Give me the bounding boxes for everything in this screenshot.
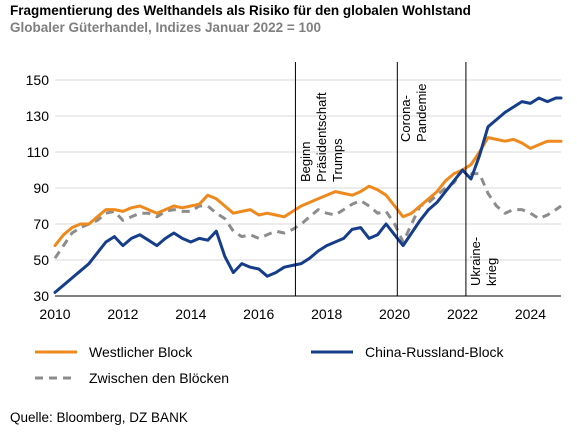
series-lines: [53, 96, 563, 294]
event-label: krieg: [484, 258, 499, 286]
x-tick-label: 2024: [515, 306, 546, 322]
x-tick-label: 2010: [39, 306, 70, 322]
x-tick-label: 2020: [379, 306, 410, 322]
y-tick-label: 30: [33, 288, 49, 304]
event-label: Corona-: [398, 95, 413, 142]
x-tick-label: 2014: [175, 306, 206, 322]
x-axis-ticks: 2010 2012 2014 2016 2018 2020 2022 2024: [39, 306, 546, 322]
y-axis-ticks: 30 50 70 90 110 130 150: [26, 72, 50, 304]
y-tick-label: 50: [33, 252, 49, 268]
event-markers: Beginn Präsidentschaft Trumps Corona- Pandem…: [294, 62, 499, 296]
x-tick-label: 2022: [447, 306, 478, 322]
event-label: Präsidentschaft: [314, 92, 329, 182]
event-label: Beginn: [298, 142, 313, 182]
source-note: Quelle: Bloomberg, DZ BANK: [10, 410, 188, 425]
y-tick-label: 110: [27, 144, 50, 160]
legend-label: Zwischen den Blöcken: [89, 370, 229, 386]
x-tick-label: 2012: [107, 306, 138, 322]
event-label: Ukraine-: [468, 237, 483, 286]
legend: Westlicher Block China-Russland-Block Zwis…: [35, 344, 505, 386]
legend-label: Westlicher Block: [89, 344, 193, 360]
chart-subtitle: Globaler Güterhandel, Indizes Januar 202…: [10, 20, 322, 35]
y-tick-label: 150: [26, 72, 50, 88]
event-label: Pandemie: [414, 83, 429, 142]
chart-title: Fragmentierung des Welthandels als Risik…: [10, 3, 471, 18]
series-line: [53, 96, 563, 294]
y-tick-label: 70: [33, 216, 49, 232]
x-tick-label: 2016: [243, 306, 274, 322]
y-tick-label: 90: [33, 180, 49, 196]
legend-label: China-Russland-Block: [365, 344, 505, 360]
event-label: Trumps: [330, 138, 345, 182]
y-tick-label: 130: [26, 108, 50, 124]
x-tick-label: 2018: [311, 306, 342, 322]
series-line: [53, 168, 562, 260]
